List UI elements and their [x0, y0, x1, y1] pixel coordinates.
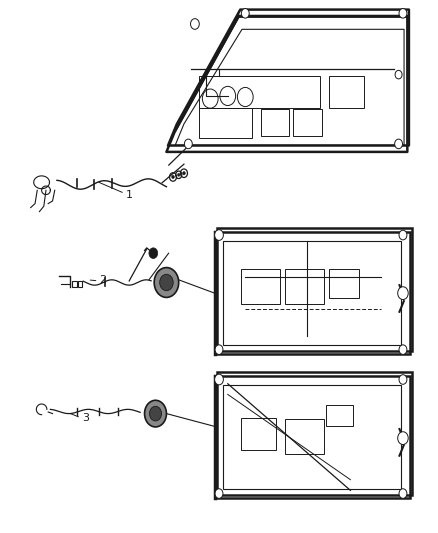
- Bar: [78, 281, 82, 287]
- Bar: [326, 405, 353, 426]
- Bar: [241, 269, 280, 304]
- Circle shape: [399, 9, 407, 18]
- Circle shape: [183, 172, 185, 175]
- Bar: [285, 269, 324, 304]
- Circle shape: [395, 70, 402, 79]
- Bar: [328, 76, 364, 108]
- Circle shape: [145, 400, 166, 427]
- Circle shape: [191, 19, 199, 29]
- Circle shape: [215, 345, 223, 354]
- Circle shape: [177, 173, 180, 176]
- Circle shape: [184, 139, 192, 149]
- Circle shape: [241, 9, 249, 18]
- Text: 2: 2: [99, 275, 106, 285]
- Circle shape: [399, 345, 407, 354]
- Circle shape: [399, 489, 407, 498]
- Bar: [241, 418, 276, 450]
- Bar: [72, 281, 77, 287]
- Bar: [199, 76, 320, 108]
- Bar: [328, 269, 359, 298]
- Bar: [199, 108, 252, 138]
- Bar: [285, 419, 324, 454]
- Bar: [293, 109, 322, 136]
- Circle shape: [215, 230, 223, 240]
- Text: 1: 1: [126, 190, 133, 199]
- Circle shape: [172, 175, 174, 179]
- Circle shape: [398, 432, 408, 445]
- Circle shape: [215, 374, 223, 385]
- Circle shape: [154, 268, 179, 297]
- Text: 3: 3: [82, 414, 89, 423]
- Circle shape: [398, 287, 408, 300]
- Circle shape: [399, 230, 407, 240]
- Circle shape: [160, 274, 173, 290]
- Bar: [261, 109, 289, 136]
- Circle shape: [395, 139, 403, 149]
- Circle shape: [399, 375, 407, 384]
- Circle shape: [149, 248, 158, 259]
- Circle shape: [149, 406, 162, 421]
- Circle shape: [215, 489, 223, 498]
